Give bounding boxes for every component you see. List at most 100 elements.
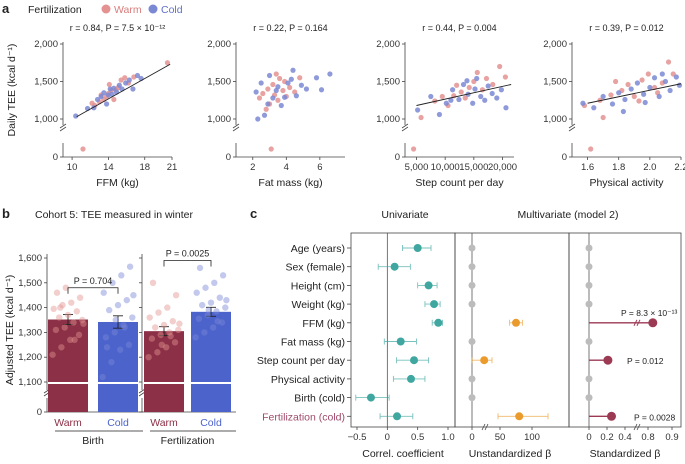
p-value: P = 0.0028 <box>634 412 675 422</box>
x-tick-label: 0.8 <box>641 432 654 443</box>
point-cold <box>290 67 296 73</box>
axis-lines <box>235 42 345 158</box>
x-tick-label: −0.5 <box>348 432 367 443</box>
data-point <box>207 299 215 306</box>
data-point <box>202 284 209 291</box>
bar-break <box>144 382 184 384</box>
point-warm <box>106 81 112 88</box>
bar-break <box>191 382 231 384</box>
point-cold <box>641 91 647 97</box>
estimate-point <box>396 337 405 346</box>
data-point <box>108 358 115 366</box>
null-point <box>585 338 593 345</box>
axis-lines <box>62 42 172 158</box>
scatter-plot-a4: r = 0.39, P = 0.012 0 1,000 1,500 2,000 1.6 1.… <box>543 23 685 189</box>
panel-c: Univariate Multivariate (model 2) Age (yea… <box>257 209 682 460</box>
x-tick-label: 2.0 <box>643 162 656 173</box>
point-cold <box>478 93 484 100</box>
bar-cold <box>191 311 231 412</box>
data-point <box>219 272 227 279</box>
data-point <box>102 334 110 341</box>
x-tick-label: 1.8 <box>612 162 625 173</box>
axis-break <box>481 423 489 431</box>
point-cold <box>428 93 434 100</box>
point-cold <box>101 90 107 96</box>
bar-chart-b2: Warm Cold P = 0.0025 Fertilization <box>138 248 236 447</box>
category-label: Cold <box>107 417 129 429</box>
row-label: Height (cm) <box>291 280 345 292</box>
data-point <box>213 308 220 315</box>
panel-label-c: c <box>250 206 257 221</box>
panel-a: r = 0.84, P = 7.5 × 10⁻¹² 0 1,000 1,500 2,00… <box>34 23 685 189</box>
point-warm <box>80 146 86 152</box>
point-cold <box>313 75 320 81</box>
point-warm <box>502 74 508 80</box>
scatter-plot-a2: r = 0.22, P = 0.164 0 1,000 1,500 2,000 2 4 6 Fa… <box>207 23 345 189</box>
estimate-point <box>603 355 613 365</box>
b-title: Cohort 5: TEE measured in winter <box>35 209 193 221</box>
estimate-point <box>648 318 658 328</box>
regression-line <box>76 63 171 118</box>
data-point <box>167 332 174 340</box>
point-warm <box>497 63 503 70</box>
point-warm <box>268 146 274 152</box>
y-tick-label: 1,000 <box>207 114 231 125</box>
null-point <box>468 338 476 345</box>
point-cold <box>270 95 276 101</box>
point-cold <box>634 80 641 86</box>
data-point <box>126 263 134 270</box>
point-cold <box>98 93 104 100</box>
point-cold <box>616 90 622 96</box>
point-cold <box>130 86 136 92</box>
data-point <box>62 284 69 291</box>
point-cold <box>656 93 662 100</box>
estimate-point <box>434 318 443 327</box>
x-tick-label: 10,000 <box>431 162 460 173</box>
y-tick-label: 1,300 <box>18 327 42 338</box>
data-point <box>100 289 107 296</box>
data-point <box>149 279 157 286</box>
data-point <box>79 316 86 324</box>
estimate-point <box>430 300 439 309</box>
data-point <box>163 344 170 351</box>
point-cold <box>318 87 325 93</box>
bar-warm <box>48 319 88 412</box>
legend-warm-label: Warm <box>114 4 142 16</box>
y-tick-label: 2,000 <box>376 39 400 50</box>
x-tick-label: 100 <box>524 432 540 443</box>
data-point <box>75 331 83 339</box>
point-warm <box>280 87 286 94</box>
data-point <box>192 334 199 341</box>
data-point <box>59 301 66 309</box>
significance-bracket <box>67 287 119 294</box>
point-cold <box>327 71 333 77</box>
header-multivariate: Multivariate (model 2) <box>518 209 619 221</box>
data-point <box>67 336 74 344</box>
y-tick-label: 2,000 <box>34 39 58 50</box>
data-point <box>166 329 173 336</box>
axis-break <box>401 123 409 132</box>
point-cold <box>456 96 462 103</box>
error-bar <box>159 326 169 337</box>
row-label: Weight (kg) <box>292 299 346 311</box>
bar-warm <box>144 331 184 412</box>
point-warm <box>490 81 496 88</box>
point-cold <box>620 108 626 115</box>
data-point <box>73 308 81 315</box>
point-cold <box>436 111 443 118</box>
axis-break <box>633 423 641 431</box>
x-axis-label: Fat mass (kg) <box>258 177 322 189</box>
point-cold <box>116 82 122 88</box>
x-axis-label: Step count per day <box>415 177 504 189</box>
data-point <box>103 344 111 351</box>
point-warm <box>275 97 281 103</box>
legend: Fertilization Warm Cold <box>28 4 183 16</box>
x-tick-label: 10 <box>67 162 78 173</box>
data-point <box>70 319 77 326</box>
data-point <box>109 279 116 286</box>
point-cold <box>415 107 421 113</box>
estimate-point <box>515 412 524 421</box>
point-cold <box>622 96 628 103</box>
y-tick-label: 0 <box>562 152 567 163</box>
